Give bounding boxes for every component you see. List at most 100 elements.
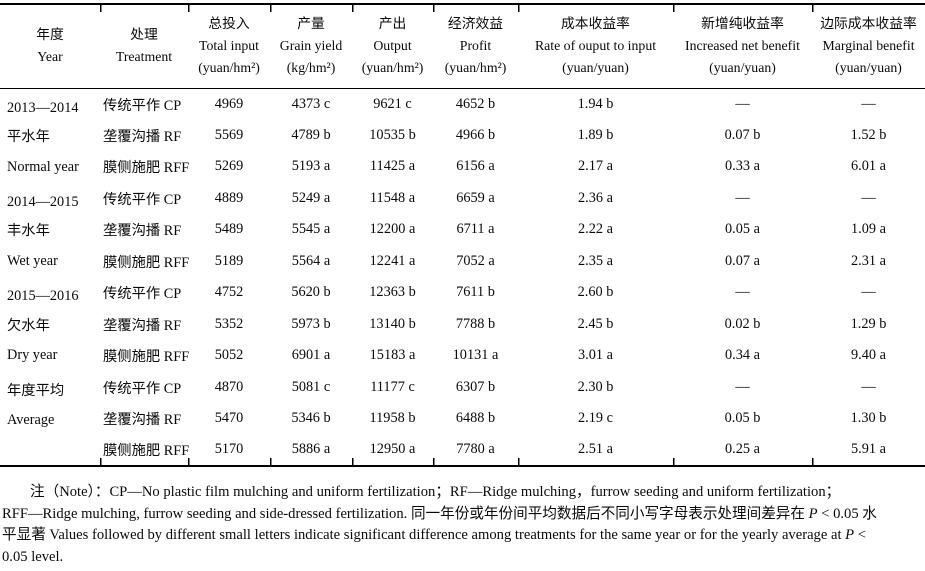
increased-benefit-cell: 0.02 b xyxy=(724,315,761,332)
treatment-cell: 传统平作 CP xyxy=(103,191,182,208)
profit-cell: 7788 b xyxy=(455,315,496,332)
note-line: 注（Note）：CP—No plastic film mulching and … xyxy=(30,484,841,500)
header-zh: 产出 xyxy=(378,16,407,32)
output-cell: 12363 b xyxy=(369,284,416,301)
year-cell: 2014—2015 丰水年 Wet year xyxy=(0,183,100,278)
col-header-output: 产出 Output (yuan/hm²) xyxy=(352,4,433,89)
rate-cell: 1.94 b xyxy=(577,95,614,112)
col-header-total-input: 总投入 Total input (yuan/hm²) xyxy=(188,4,270,89)
year-cell: 2015—2016 欠水年 Dry year xyxy=(0,277,100,372)
grain-yield-cell: 5973 b xyxy=(291,315,331,332)
table-row: 垄覆沟播 RF 5569 4789 b 10535 b 4966 b 1.89 … xyxy=(0,120,925,152)
profit-cell: 6156 a xyxy=(456,158,495,175)
year-line: Normal year xyxy=(7,158,79,175)
grain-yield-cell: 5081 c xyxy=(291,378,331,395)
increased-benefit-cell: 0.25 a xyxy=(673,434,812,466)
treatment-cell: 膜侧施肥 RFF xyxy=(103,160,190,177)
profit-cell: 7052 a xyxy=(456,252,495,269)
header-en: Output xyxy=(373,38,412,54)
total-input-cell: 5170 xyxy=(188,434,270,466)
increased-benefit-cell: — xyxy=(735,284,750,301)
total-input-cell: 5470 xyxy=(214,410,244,427)
marginal-benefit-cell: 1.52 b xyxy=(850,126,887,143)
header-zh: 产量 xyxy=(297,16,325,32)
rate-cell: 2.35 a xyxy=(578,252,613,269)
rate-cell: 3.01 a xyxy=(578,347,613,364)
treatment-cell: 垄覆沟播 RF xyxy=(103,128,182,145)
profit-cell: 7611 b xyxy=(456,284,495,301)
header-zh: 总投入 xyxy=(208,16,250,32)
year-line: 2014—2015 xyxy=(7,193,79,210)
marginal-benefit-cell: — xyxy=(861,378,876,395)
rate-cell: 2.22 a xyxy=(578,221,613,238)
year-line: Dry year xyxy=(7,347,58,363)
output-cell: 12200 a xyxy=(369,221,416,238)
header-unit: (yuan/yuan) xyxy=(709,60,776,76)
increased-benefit-cell: 0.07 b xyxy=(724,126,761,143)
marginal-benefit-cell: 5.91 a xyxy=(812,434,925,466)
profit-cell: 6488 b xyxy=(455,410,496,427)
note-line: 平显著 Values followed by different small l… xyxy=(2,527,866,543)
marginal-benefit-cell: 1.29 b xyxy=(850,315,887,332)
total-input-cell: 5189 xyxy=(214,252,244,269)
grain-yield-cell: 5249 a xyxy=(291,189,331,206)
year-line: 丰水年 xyxy=(7,223,50,239)
total-input-cell: 4889 xyxy=(214,189,244,206)
increased-benefit-cell: 0.34 a xyxy=(725,347,760,364)
treatment-cell: 垄覆沟播 RF xyxy=(103,223,182,240)
output-cell: 10535 b xyxy=(369,126,416,143)
grain-yield-cell: 5346 b xyxy=(291,410,331,427)
table-row: 2014—2015 丰水年 Wet year 传统平作 CP 4889 5249… xyxy=(0,183,925,269)
treatment-cell: 传统平作 CP xyxy=(103,97,182,114)
marginal-benefit-cell: — xyxy=(861,284,876,301)
table-note: 注（Note）：CP—No plastic film mulching and … xyxy=(0,482,925,568)
header-zh: 成本收益率 xyxy=(561,16,630,32)
total-input-cell: 5489 xyxy=(214,221,244,238)
header-unit: (yuan/yuan) xyxy=(562,60,629,76)
table-row: 膜侧施肥 RFF 5269 5193 a 11425 a 6156 a 2.17… xyxy=(0,151,925,183)
table-row: 2015—2016 欠水年 Dry year 传统平作 CP 4752 5620… xyxy=(0,277,925,363)
total-input-cell: 5352 xyxy=(214,315,244,332)
increased-benefit-cell: 0.05 b xyxy=(724,410,761,427)
header-unit: (yuan/hm²) xyxy=(361,60,424,76)
treatment-cell: 膜侧施肥 RFF xyxy=(103,254,190,271)
profit-cell: 6307 b xyxy=(455,378,496,395)
col-header-marginal-benefit: 边际成本收益率 Marginal benefit (yuan/yuan) xyxy=(812,4,925,89)
col-header-rate: 成本收益率 Rate of ouput to input (yuan/yuan) xyxy=(518,4,673,89)
table-row: 膜侧施肥 RFF 5189 5564 a 12241 a 7052 a 2.35… xyxy=(0,246,925,278)
year-line: 平水年 xyxy=(7,129,50,145)
header-en: Treatment xyxy=(115,49,173,65)
treatment-cell: 垄覆沟播 RF xyxy=(103,317,182,334)
grain-yield-cell: 6901 a xyxy=(291,347,331,364)
results-table: 年度 Year 处理 Treatment 总投入 Total input (yu… xyxy=(0,3,925,467)
grain-yield-cell: 4373 c xyxy=(291,95,331,112)
marginal-benefit-cell: — xyxy=(861,95,876,112)
grain-yield-cell: 4789 b xyxy=(291,126,331,143)
output-cell: 11548 a xyxy=(369,189,416,206)
total-input-cell: 4752 xyxy=(214,284,244,301)
header-unit: (yuan/hm²) xyxy=(444,60,507,76)
header-unit: (kg/hm²) xyxy=(286,60,336,76)
header-zh: 处理 xyxy=(130,27,158,43)
total-input-cell: 5269 xyxy=(214,158,244,175)
output-cell: 11958 b xyxy=(369,410,416,427)
header-zh: 新增纯收益率 xyxy=(701,16,784,32)
total-input-cell: 4969 xyxy=(214,95,244,112)
treatment-cell: 膜侧施肥 RFF xyxy=(103,349,190,366)
header-en: Marginal benefit xyxy=(822,38,915,54)
header-en: Rate of ouput to input xyxy=(534,38,657,54)
table-row: 2013—2014 平水年 Normal year 传统平作 CP 4969 4… xyxy=(0,88,925,175)
rate-cell: 2.36 a xyxy=(578,189,613,206)
col-header-year: 年度 Year xyxy=(0,4,100,89)
grain-yield-cell: 5193 a xyxy=(291,158,331,175)
table-row: 垄覆沟播 RF 5352 5973 b 13140 b 7788 b 2.45 … xyxy=(0,309,925,341)
table-row: 年度平均 Average 传统平作 CP 4870 5081 c 11177 c… xyxy=(0,372,925,428)
year-line: 欠水年 xyxy=(7,317,50,334)
header-zh: 经济效益 xyxy=(447,16,504,32)
header-en: Increased net benefit xyxy=(685,38,800,54)
year-cell: 年度平均 Average xyxy=(0,372,100,467)
rate-cell: 2.30 b xyxy=(577,378,614,395)
rate-cell: 2.17 a xyxy=(578,158,613,175)
grain-yield-cell: 5620 b xyxy=(291,284,331,301)
